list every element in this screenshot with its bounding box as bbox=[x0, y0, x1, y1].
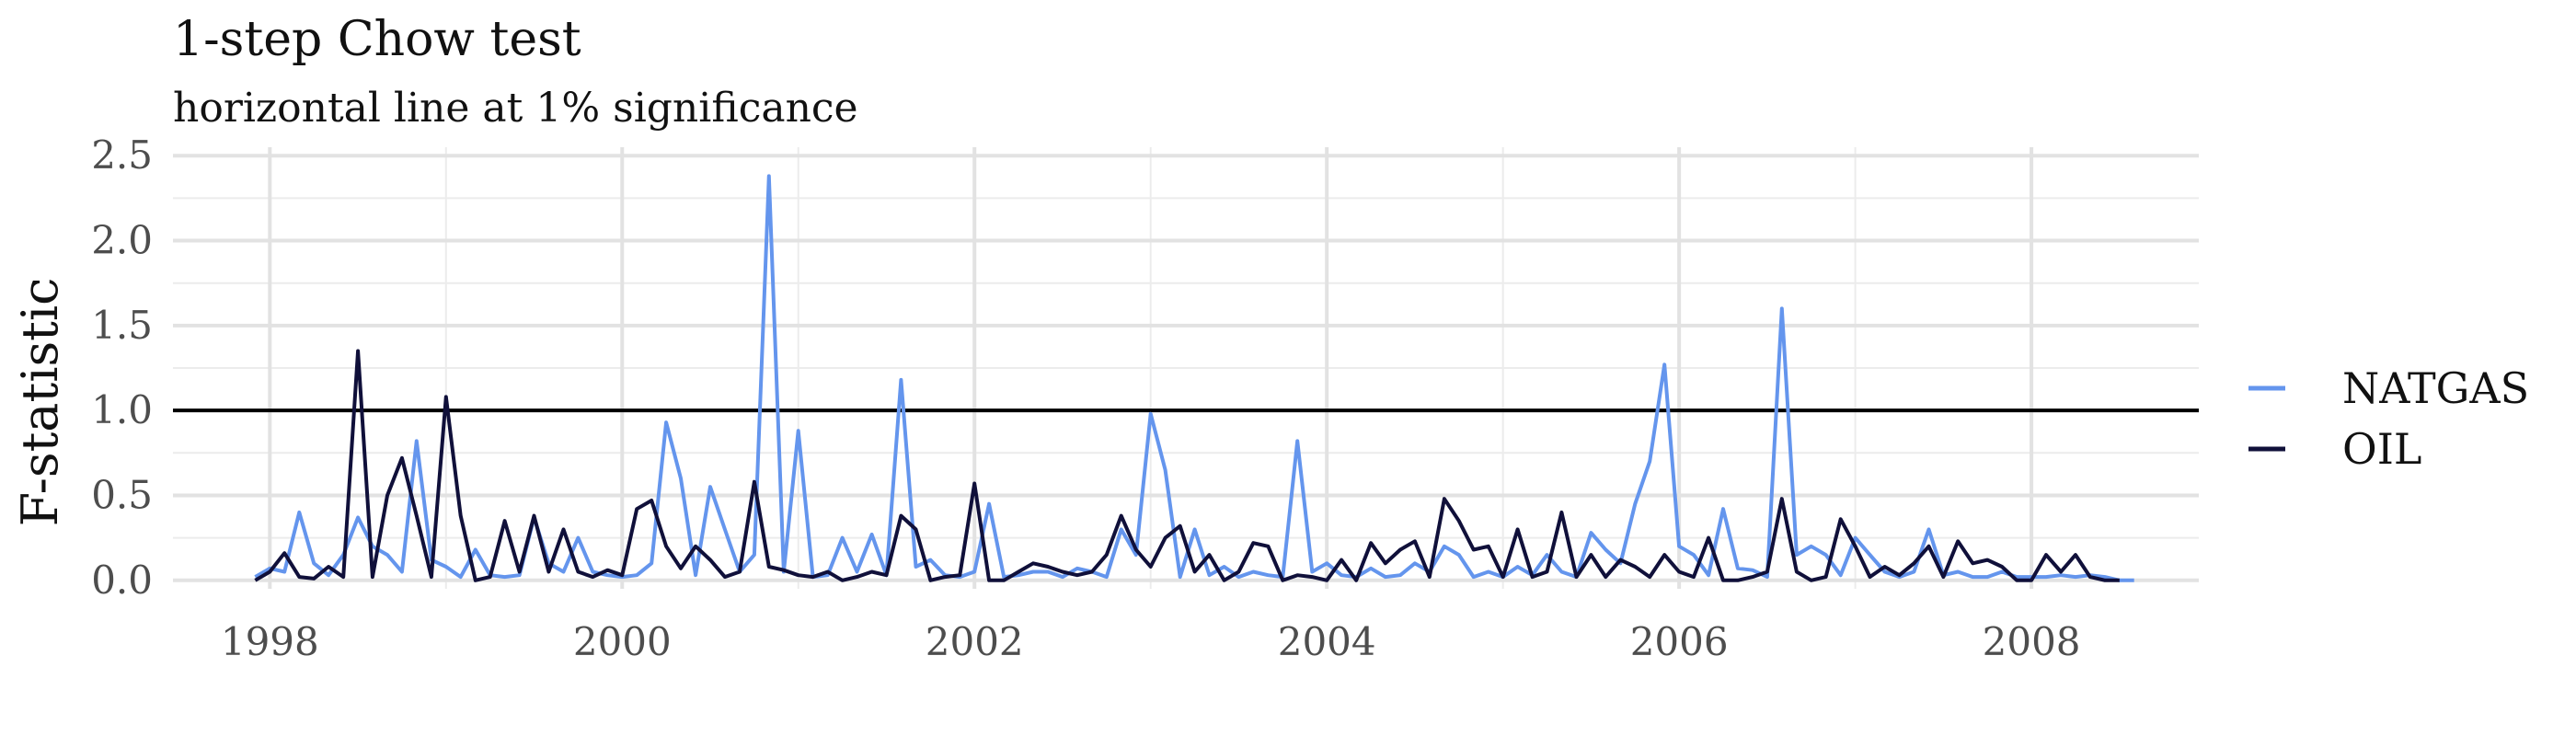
series-layer bbox=[254, 174, 2134, 582]
grid bbox=[173, 147, 2199, 589]
y-tick-label: 0.0 bbox=[91, 558, 153, 603]
x-tick-label: 2008 bbox=[1983, 619, 2081, 664]
series-line-oil bbox=[254, 349, 2120, 582]
y-tick-label: 1.0 bbox=[91, 387, 153, 432]
chart-subtitle: horizontal line at 1% significance bbox=[173, 85, 858, 132]
x-tick-label: 1998 bbox=[221, 619, 319, 664]
x-tick-label: 2004 bbox=[1278, 619, 1376, 664]
x-tick-label: 2000 bbox=[573, 619, 672, 664]
y-tick-label: 2.5 bbox=[91, 132, 153, 178]
legend: NATGAS OIL bbox=[2248, 363, 2529, 474]
chart-title: 1-step Chow test bbox=[173, 12, 581, 67]
y-axis-label: F-statistic bbox=[11, 278, 69, 527]
x-tick-label: 2006 bbox=[1630, 619, 1729, 664]
x-tick-label: 2002 bbox=[926, 619, 1024, 664]
y-tick-label: 2.0 bbox=[91, 218, 153, 263]
series-line-natgas bbox=[254, 174, 2134, 582]
legend-label-oil: OIL bbox=[2342, 424, 2421, 474]
y-tick-label: 1.5 bbox=[91, 303, 153, 348]
legend-label-natgas: NATGAS bbox=[2342, 363, 2529, 413]
tick-labels: 0.0 0.5 1.0 1.5 2.0 2.5 1998 2000 2002 2004 2006 20… bbox=[91, 132, 2080, 664]
y-tick-label: 0.5 bbox=[91, 472, 153, 517]
